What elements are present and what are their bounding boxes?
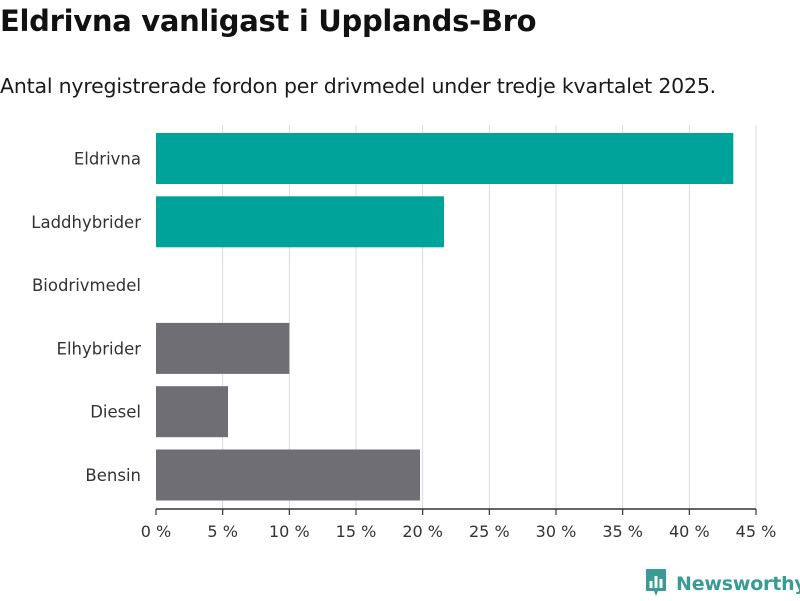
x-tick-label: 5 % <box>207 522 237 541</box>
category-label: Laddhybrider <box>31 213 141 232</box>
x-tick-label: 35 % <box>602 522 643 541</box>
newsworthy-chart-icon <box>644 567 668 601</box>
category-label: Eldrivna <box>74 150 141 169</box>
category-label: Diesel <box>90 403 141 422</box>
x-tick-label: 45 % <box>736 522 777 541</box>
bar-elhybrider <box>156 322 290 374</box>
category-label: Bensin <box>85 466 141 485</box>
logo-text: Newsworthy <box>676 573 800 595</box>
x-tick-label: 40 % <box>669 522 710 541</box>
newsworthy-logo: Newsworthy <box>644 568 800 600</box>
bar-diesel <box>156 386 228 438</box>
bar-laddhybrider <box>156 196 444 248</box>
x-tick-label: 30 % <box>536 522 577 541</box>
x-tick-label: 25 % <box>469 522 510 541</box>
x-tick-label: 0 % <box>141 522 171 541</box>
chart-title: Eldrivna vanligast i Upplands-Bro <box>0 4 537 38</box>
x-tick-label: 10 % <box>269 522 310 541</box>
bar-eldrivna <box>156 133 734 184</box>
chart-subtitle: Antal nyregistrerade fordon per drivmede… <box>0 74 717 98</box>
bar-bensin <box>156 449 420 501</box>
category-label: Elhybrider <box>57 339 142 358</box>
category-label: Biodrivmedel <box>32 276 141 295</box>
x-tick-label: 20 % <box>402 522 443 541</box>
x-tick-label: 15 % <box>336 522 377 541</box>
